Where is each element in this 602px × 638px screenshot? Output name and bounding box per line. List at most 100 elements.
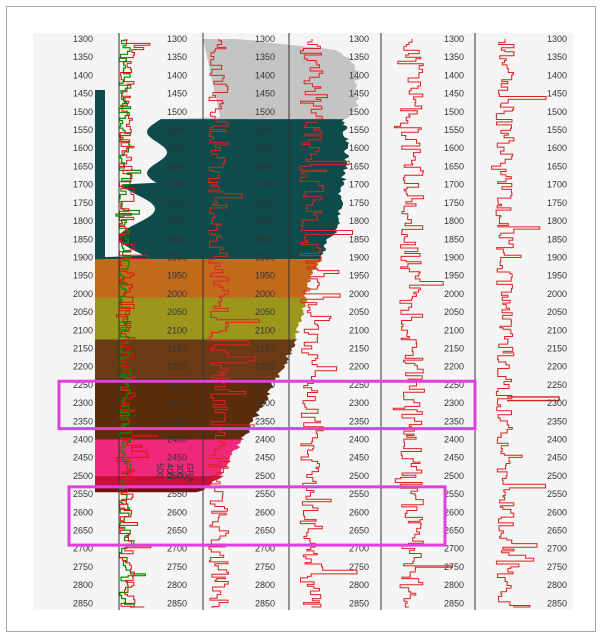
depth-tick-label: 1650 [167, 161, 187, 171]
depth-tick-label: 1600 [167, 143, 187, 153]
depth-tick-label: 2700 [349, 544, 369, 554]
depth-tick-label: 2300 [255, 398, 275, 408]
formation-band [95, 377, 276, 440]
depth-tick-label: 2650 [444, 526, 464, 536]
depth-tick-label: 1650 [255, 161, 275, 171]
depth-tick-label: 2550 [444, 489, 464, 499]
depth-tick-label: 2650 [547, 526, 567, 536]
depth-tick-label: 2050 [255, 307, 275, 317]
depth-tick-label: 2050 [167, 307, 187, 317]
depth-tick-label: 2600 [167, 507, 187, 517]
depth-tick-label: 1450 [73, 89, 93, 99]
depth-tick-label: 1650 [444, 161, 464, 171]
depth-tick-label: 2450 [349, 453, 369, 463]
depth-tick-label: 2700 [73, 544, 93, 554]
depth-tick-label: 2250 [444, 380, 464, 390]
depth-tick-label: 2350 [255, 416, 275, 426]
depth-tick-label: 1750 [349, 198, 369, 208]
depth-tick-label: 2800 [444, 580, 464, 590]
depth-tick-label: 2700 [255, 544, 275, 554]
depth-tick-label: 1800 [547, 216, 567, 226]
depth-tick-label: 1850 [73, 234, 93, 244]
depth-tick-label: 1450 [349, 89, 369, 99]
depth-tick-label: 2050 [547, 307, 567, 317]
highlight-zone-box [57, 379, 477, 431]
depth-tick-label: 1350 [255, 52, 275, 62]
depth-tick-label: 1500 [547, 107, 567, 117]
depth-tick-label: 1650 [73, 161, 93, 171]
depth-tick-label: 2000 [255, 289, 275, 299]
depth-tick-label: 2650 [167, 526, 187, 536]
depth-tick-label: 2500 [255, 471, 275, 481]
formation-band [95, 297, 308, 340]
depth-tick-label: 2550 [167, 489, 187, 499]
depth-tick-label: 2400 [255, 435, 275, 445]
depth-tick-label: 1900 [255, 252, 275, 262]
depth-tick-label: 2450 [255, 453, 275, 463]
depth-tick-label: 1300 [255, 34, 275, 44]
log-curve-red [115, 39, 158, 608]
depth-tick-label: 1700 [73, 180, 93, 190]
depth-tick-label: 2200 [73, 362, 93, 372]
depth-tick-label: 1850 [547, 234, 567, 244]
depth-tick-label: 2100 [255, 325, 275, 335]
depth-tick-label: 2000 [167, 289, 187, 299]
depth-tick-label: 1750 [73, 198, 93, 208]
depth-tick-label: 1500 [255, 107, 275, 117]
depth-tick-label: 1950 [255, 271, 275, 281]
depth-tick-label: 1950 [349, 271, 369, 281]
depth-tick-label: 1650 [349, 161, 369, 171]
depth-tick-label: 1500 [73, 107, 93, 117]
depth-tick-label: 2500 [547, 471, 567, 481]
depth-tick-label: 1950 [547, 271, 567, 281]
depth-tick-label: 1600 [547, 143, 567, 153]
formation-band [160, 39, 360, 120]
depth-tick-label: 1400 [444, 70, 464, 80]
depth-tick-label: 1700 [255, 180, 275, 190]
depth-tick-label: 1650 [547, 161, 567, 171]
depth-tick-label: 1300 [73, 34, 93, 44]
depth-tick-label: 2000 [444, 289, 464, 299]
depth-tick-label: 1850 [349, 234, 369, 244]
depth-tick-label: 2850 [255, 598, 275, 608]
depth-tick-label: 2250 [547, 380, 567, 390]
depth-tick-label: 1350 [547, 52, 567, 62]
depth-tick-label: 2200 [349, 362, 369, 372]
depth-tick-label: 2050 [444, 307, 464, 317]
depth-tick-label: 2000 [349, 289, 369, 299]
depth-tick-label: 2600 [349, 507, 369, 517]
depth-tick-label: 1600 [349, 143, 369, 153]
log-curve-red [491, 39, 547, 608]
depth-tick-label: 1600 [444, 143, 464, 153]
depth-tick-label: 2000 [547, 289, 567, 299]
depth-tick-label: 2600 [255, 507, 275, 517]
depth-tick-label: 2850 [167, 598, 187, 608]
depth-tick-label: 1850 [444, 234, 464, 244]
formation-band [95, 339, 298, 378]
rotated-scale-label: 300 [175, 463, 185, 478]
depth-tick-label: 2450 [167, 453, 187, 463]
depth-tick-label: 2050 [349, 307, 369, 317]
depth-tick-label: 2400 [444, 435, 464, 445]
depth-tick-label: 2300 [444, 398, 464, 408]
depth-tick-label: 2400 [167, 435, 187, 445]
depth-tick-label: 1800 [349, 216, 369, 226]
depth-tick-label: 2700 [547, 544, 567, 554]
depth-tick-label: 2350 [349, 416, 369, 426]
depth-tick-label: 1900 [444, 252, 464, 262]
depth-tick-label: 1550 [73, 125, 93, 135]
depth-tick-label: 1350 [73, 52, 93, 62]
depth-tick-label: 2750 [255, 562, 275, 572]
chart-frame: 1300 1350 1400 1450 1500 1550 1600 1650 1700 1750… [6, 6, 596, 632]
depth-tick-label: 1800 [255, 216, 275, 226]
depth-tick-label: 2500 [444, 471, 464, 481]
depth-tick-label: 2500 [73, 471, 93, 481]
depth-tick-label: 2800 [255, 580, 275, 590]
highlight-zone-box [67, 485, 447, 547]
depth-tick-label: 2100 [167, 325, 187, 335]
depth-tick-label: 2650 [349, 526, 369, 536]
depth-tick-label: 2800 [73, 580, 93, 590]
depth-tick-label: 2200 [255, 362, 275, 372]
depth-tick-label: 1350 [349, 52, 369, 62]
depth-tick-label: 1700 [444, 180, 464, 190]
